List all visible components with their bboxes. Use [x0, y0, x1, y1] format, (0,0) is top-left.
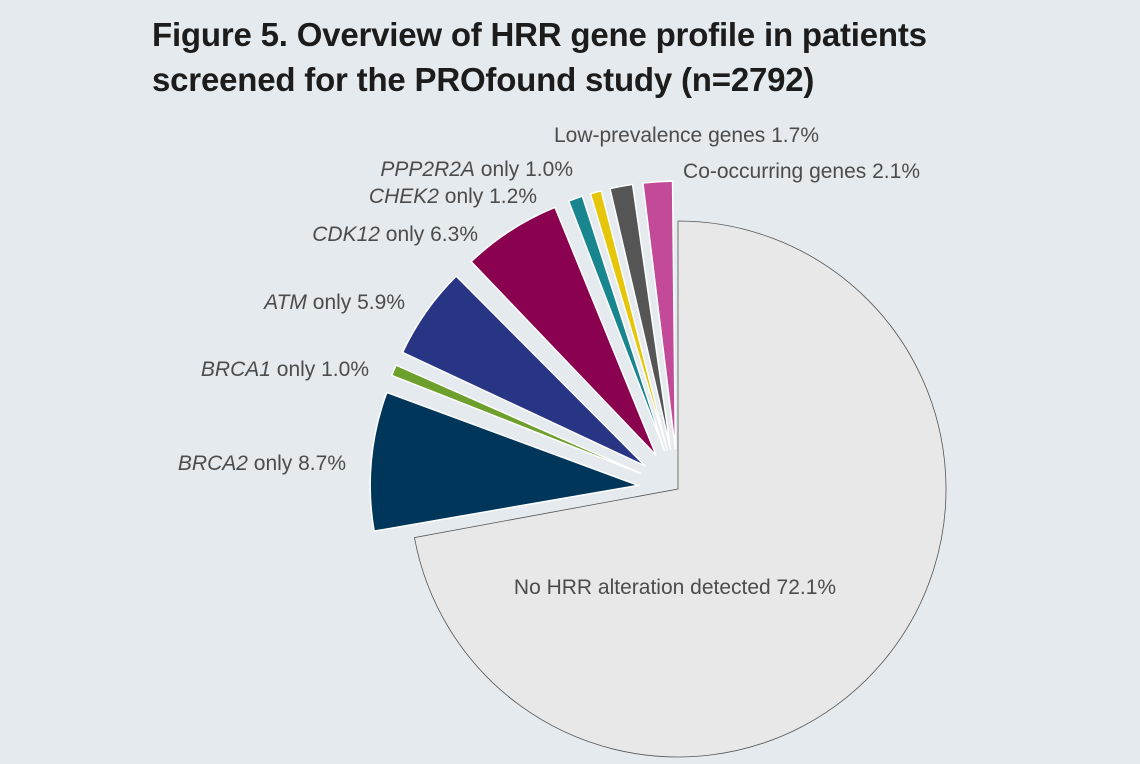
- pie-slices: [369, 180, 947, 758]
- pie-labels: No HRR alteration detected 72.1% BRCA2 on…: [178, 124, 920, 599]
- slice-label-1: BRCA2 only 8.7%: [178, 452, 346, 475]
- pie-slice-5: [567, 195, 666, 452]
- slice-label-text-2: only 1.0%: [271, 358, 369, 381]
- pie-slice-2: [390, 364, 642, 475]
- pie-slice-6: [589, 189, 669, 451]
- slice-label-5: CHEK2 only 1.2%: [369, 185, 537, 208]
- slice-label-gene-1: BRCA2: [178, 452, 248, 475]
- slice-label-text-8: Co-occurring genes 2.1%: [683, 160, 920, 183]
- pie-slice-0: [413, 220, 947, 758]
- slice-label-text-4: only 6.3%: [380, 223, 478, 246]
- figure-title-line-2: screened for the PROfound study (n=2792): [152, 61, 815, 98]
- pie-slice-4: [470, 206, 657, 456]
- slice-label-gene-5: CHEK2: [369, 185, 439, 208]
- slice-label-text-1: only 8.7%: [248, 452, 346, 475]
- pie-slice-3: [401, 275, 646, 467]
- slice-label-text-7: Low-prevalence genes 1.7%: [554, 124, 819, 147]
- slice-label-gene-4: CDK12: [312, 223, 380, 246]
- figure-title: Figure 5. Overview of HRR gene profile i…: [152, 12, 1112, 102]
- pie-slice-7: [609, 183, 672, 450]
- slice-label-text-0: No HRR alteration detected 72.1%: [514, 576, 836, 599]
- slice-label-0: No HRR alteration detected 72.1%: [514, 576, 836, 599]
- slice-label-2: BRCA1 only 1.0%: [201, 358, 369, 381]
- slice-label-4: CDK12 only 6.3%: [312, 223, 478, 246]
- slice-label-text-5: only 1.2%: [439, 185, 537, 208]
- slice-label-text-6: only 1.0%: [475, 158, 573, 181]
- slice-label-text-3: only 5.9%: [307, 291, 405, 314]
- slice-label-7: Low-prevalence genes 1.7%: [554, 124, 819, 147]
- pie-slice-1: [369, 391, 642, 533]
- pie-slice-8: [642, 180, 677, 450]
- slice-label-3: ATM only 5.9%: [262, 291, 405, 314]
- slice-label-gene-3: ATM: [262, 291, 307, 314]
- slice-label-gene-6: PPP2R2A: [380, 158, 475, 181]
- slice-label-6: PPP2R2A only 1.0%: [380, 158, 573, 181]
- slice-label-gene-2: BRCA1: [201, 358, 271, 381]
- slice-label-8: Co-occurring genes 2.1%: [683, 160, 920, 183]
- figure-title-line-1: Figure 5. Overview of HRR gene profile i…: [152, 16, 927, 53]
